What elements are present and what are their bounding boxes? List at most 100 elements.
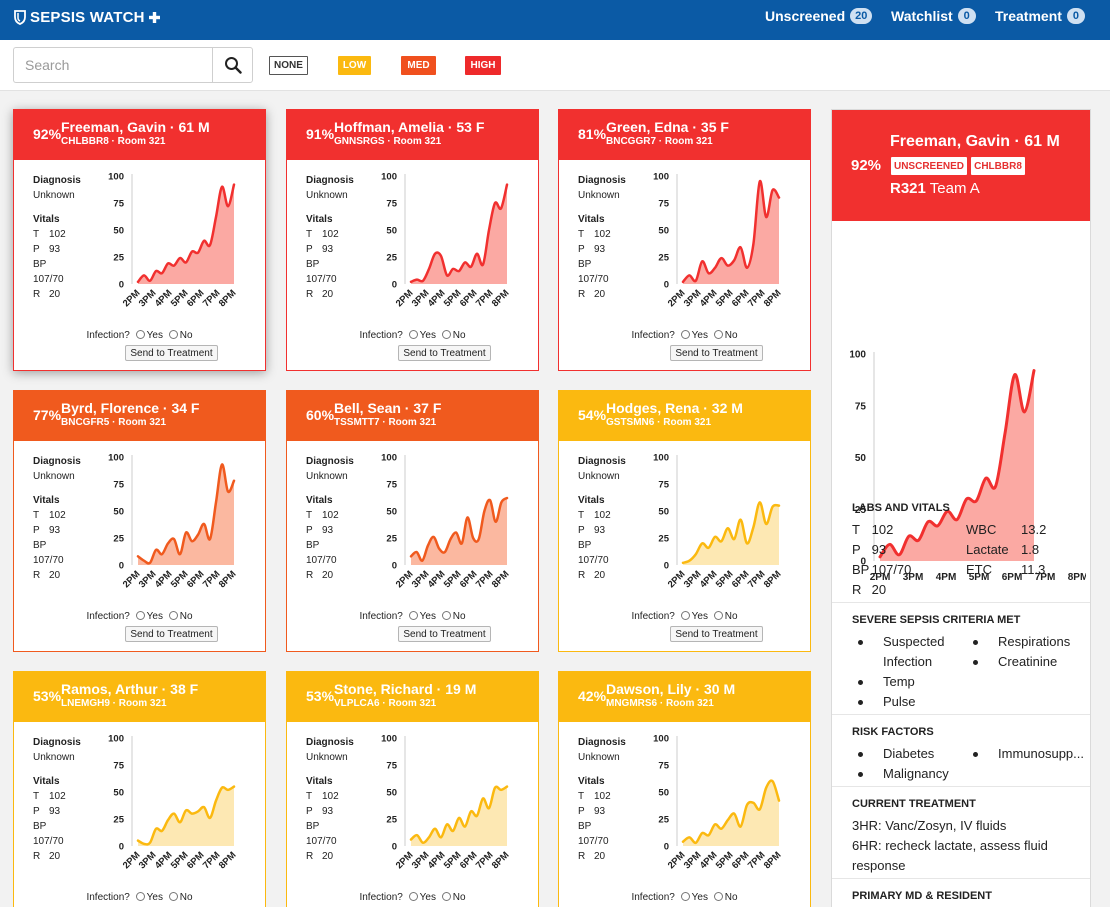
risk-line: [681, 180, 781, 284]
card-header: 92% Freeman, Gavin · 61 M CHLBBR8 · Room…: [14, 110, 265, 160]
risk-area: [411, 184, 507, 284]
infection-yes-radio[interactable]: [680, 611, 690, 620]
risk-line: [136, 463, 236, 565]
diagnosis-label: Diagnosis: [578, 737, 626, 748]
x-tick-label: 8PM: [762, 288, 784, 310]
send-to-treatment-button[interactable]: Send to Treatment: [125, 626, 218, 642]
filter-none[interactable]: NONE: [269, 56, 308, 75]
list-item: Creatinine: [973, 652, 1088, 672]
nav-unscreened[interactable]: Unscreened 20: [765, 8, 873, 24]
risk-line: [681, 779, 781, 845]
detail-header: Freeman, Gavin · 61 M 92% UNSCREENED CHL…: [832, 110, 1090, 221]
infection-yes-radio[interactable]: [135, 611, 145, 620]
y-tick-label: 0: [392, 560, 397, 571]
vital-t: T 102: [852, 522, 894, 537]
y-tick-label: 75: [113, 760, 124, 771]
risk-area: [138, 184, 234, 284]
infection-no-radio[interactable]: [713, 892, 723, 901]
infection-yes-radio[interactable]: [408, 611, 418, 620]
y-tick-label: 25: [658, 252, 669, 263]
infection-yes-radio[interactable]: [408, 330, 418, 339]
send-to-treatment-button[interactable]: Send to Treatment: [125, 345, 218, 361]
risk-line: [409, 785, 509, 845]
vital-bp-value: 107/70: [306, 555, 337, 566]
detail-risk-score: 92%: [851, 157, 882, 174]
infection-no-radio[interactable]: [441, 330, 451, 339]
infection-question: Infection? Yes No: [86, 330, 193, 341]
list-item: Suspected Infection: [858, 632, 976, 672]
search-input[interactable]: [13, 47, 213, 83]
x-tick-label: 8PM: [490, 850, 512, 872]
y-tick-label: 75: [658, 760, 669, 771]
treatment-line-2: 6HR: recheck lactate, assess fluid respo…: [852, 838, 1048, 873]
vital-t: T 102: [578, 229, 611, 240]
infection-no-radio[interactable]: [713, 611, 723, 620]
patient-card[interactable]: 92% Freeman, Gavin · 61 M CHLBBR8 · Room…: [13, 109, 266, 371]
infection-yes-radio[interactable]: [135, 330, 145, 339]
patient-code-badge: CHLBBR8: [971, 157, 1025, 175]
nav-treatment[interactable]: Treatment 0: [995, 8, 1085, 24]
patient-info: Diagnosis Unknown Vitals T 102 P 93 BP 107…: [578, 735, 626, 864]
card-body: Diagnosis Unknown Vitals T 102 P 93 BP 107…: [287, 441, 538, 651]
infection-question: Infection? Yes No: [631, 611, 738, 622]
diagnosis-label: Diagnosis: [306, 456, 354, 467]
detail-room: R321: [890, 180, 926, 197]
patient-card[interactable]: 54% Hodges, Rena · 32 M GSTSMN6 · Room 3…: [558, 390, 811, 652]
send-to-treatment-button[interactable]: Send to Treatment: [670, 626, 763, 642]
patient-card[interactable]: 91% Hoffman, Amelia · 53 F GNNSRGS · Roo…: [286, 109, 539, 371]
filter-high[interactable]: HIGH: [465, 56, 501, 75]
risk-score: 42%: [578, 688, 607, 704]
infection-no-radio[interactable]: [168, 892, 178, 901]
patient-card[interactable]: 60% Bell, Sean · 37 F TSSMTT7 · Room 321…: [286, 390, 539, 652]
vital-bp-label: BP: [578, 259, 592, 270]
send-to-treatment-button[interactable]: Send to Treatment: [670, 345, 763, 361]
divider: [832, 878, 1090, 879]
infection-question: Infection? Yes No: [631, 330, 738, 341]
vital-p: P 93: [578, 806, 606, 817]
infection-no-radio[interactable]: [441, 611, 451, 620]
infection-yes-radio[interactable]: [680, 330, 690, 339]
brand[interactable]: SEPSIS WATCH: [14, 9, 160, 26]
x-tick-label: 3PM: [903, 572, 924, 583]
primary-md-title: PRIMARY MD & RESIDENT: [852, 890, 992, 902]
y-tick-label: 50: [113, 225, 124, 236]
y-tick-label: 100: [108, 452, 124, 463]
patient-card[interactable]: 81% Green, Edna · 35 F BNCGGR7 · Room 32…: [558, 109, 811, 371]
y-tick-label: 75: [855, 401, 867, 412]
nav-watchlist[interactable]: Watchlist 0: [891, 8, 976, 24]
vitals-label: Vitals: [306, 214, 333, 225]
filter-low[interactable]: LOW: [338, 56, 371, 75]
vitals-label: Vitals: [33, 495, 60, 506]
y-tick-label: 0: [392, 279, 397, 290]
infection-no-radio[interactable]: [168, 611, 178, 620]
patient-card[interactable]: 42% Dawson, Lily · 30 M MNGMRS6 · Room 3…: [558, 671, 811, 907]
diagnosis-value: Unknown: [578, 190, 620, 201]
vital-t: T 102: [306, 510, 339, 521]
diagnosis-label: Diagnosis: [33, 175, 81, 186]
vital-bp-label: BP: [306, 259, 320, 270]
y-tick-label: 0: [664, 279, 669, 290]
nav-treatment-label: Treatment: [995, 8, 1062, 24]
send-to-treatment-button[interactable]: Send to Treatment: [398, 626, 491, 642]
infection-no-radio[interactable]: [168, 330, 178, 339]
patient-card[interactable]: 53% Stone, Richard · 19 M VLPLCA6 · Room…: [286, 671, 539, 907]
patient-card[interactable]: 53% Ramos, Arthur · 38 F LNEMGH9 · Room …: [13, 671, 266, 907]
list-item: Diabetes: [858, 744, 976, 764]
diagnosis-value: Unknown: [306, 190, 348, 201]
patient-card[interactable]: 77% Byrd, Florence · 34 F BNCGFR5 · Room…: [13, 390, 266, 652]
infection-yes-radio[interactable]: [135, 892, 145, 901]
infection-yes-radio[interactable]: [408, 892, 418, 901]
send-to-treatment-button[interactable]: Send to Treatment: [398, 345, 491, 361]
infection-no-radio[interactable]: [713, 330, 723, 339]
infection-yes-radio[interactable]: [680, 892, 690, 901]
y-tick-label: 25: [855, 505, 867, 516]
filter-med[interactable]: MED: [401, 56, 436, 75]
vital-bp-label: BP: [33, 821, 47, 832]
infection-no-radio[interactable]: [441, 892, 451, 901]
search-button[interactable]: [212, 47, 253, 83]
treatment-line-1: 3HR: Vanc/Zosyn, IV fluids: [852, 818, 1007, 833]
risk-area: [880, 370, 1034, 561]
